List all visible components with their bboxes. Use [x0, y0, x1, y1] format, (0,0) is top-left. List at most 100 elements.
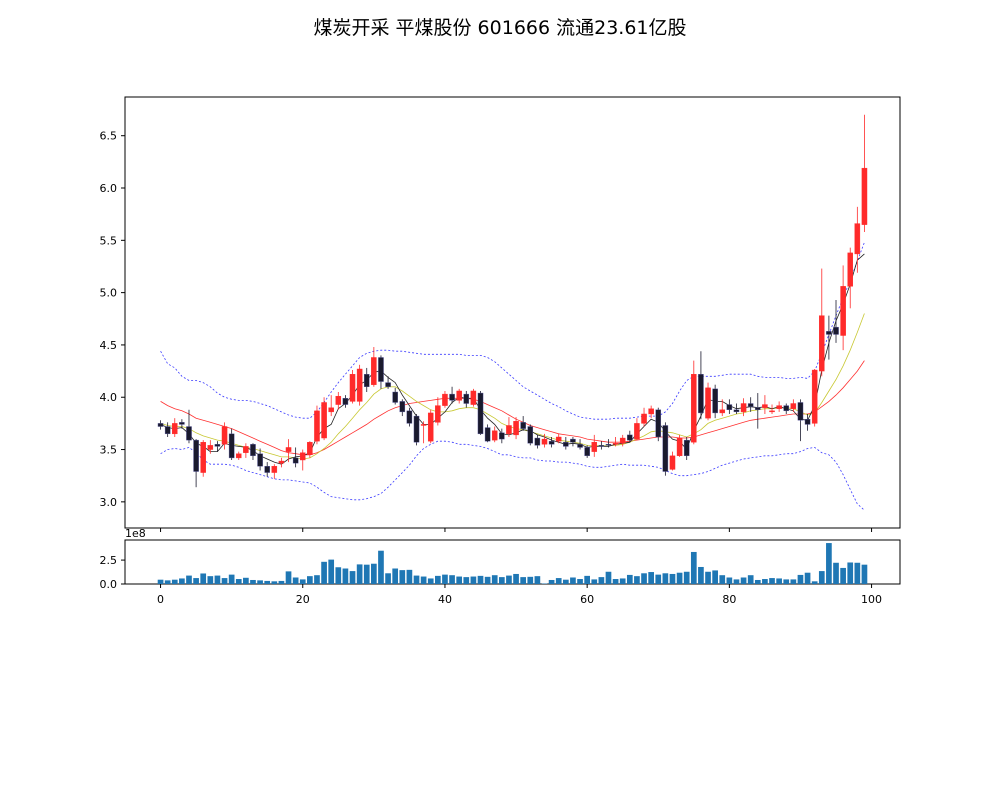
candle: [627, 430, 633, 443]
volume-bar: [385, 573, 391, 584]
volume-bar: [250, 579, 256, 584]
volume-x-tick-label: 100: [861, 593, 882, 606]
candle-body: [676, 437, 683, 457]
volume-bar: [641, 573, 647, 584]
volume-bar: [200, 573, 207, 584]
volume-bar: [264, 580, 271, 584]
candle-body: [328, 407, 334, 413]
candle: [719, 399, 726, 417]
candle-body: [719, 409, 726, 414]
volume-bar: [207, 576, 214, 584]
volume-bar: [605, 571, 612, 584]
chart-title: 煤炭开采 平煤股份 601666 流通23.61亿股: [313, 17, 686, 39]
ma-mid-line: [160, 313, 865, 460]
volume-bar: [527, 576, 534, 584]
candle-body: [221, 426, 228, 445]
candle-body: [527, 426, 534, 444]
candle-body: [534, 437, 541, 446]
candle: [413, 413, 420, 446]
candle: [641, 407, 647, 427]
candle-body: [385, 382, 391, 387]
candle: [328, 395, 334, 417]
volume-bar: [861, 564, 868, 584]
volume-bar: [470, 576, 477, 584]
candle: [826, 315, 832, 360]
candle: [314, 405, 320, 445]
candle-body: [570, 438, 576, 443]
candle-body: [236, 453, 242, 459]
ma-long-line: [160, 360, 865, 456]
candle-body: [470, 390, 477, 405]
candle: [378, 355, 384, 389]
candle: [648, 405, 654, 419]
candle-body: [371, 357, 377, 385]
volume-bar: [740, 577, 747, 584]
candle: [634, 418, 640, 441]
candle: [861, 114, 868, 232]
candle: [790, 399, 797, 412]
volume-bar: [826, 543, 832, 584]
volume-bar: [747, 575, 754, 584]
volume-bar: [498, 577, 505, 584]
candle: [513, 417, 519, 440]
candle: [257, 448, 263, 471]
volume-bar: [733, 579, 740, 584]
candle-body: [612, 443, 619, 445]
candle: [342, 395, 349, 408]
volume-bar: [278, 580, 285, 584]
candle-body: [584, 447, 590, 457]
bollinger-bands: [160, 242, 865, 511]
volume-bar: [811, 581, 818, 584]
candle: [584, 445, 590, 458]
volume-bar: [186, 575, 192, 584]
volume-bar: [371, 563, 377, 584]
candle: [392, 387, 398, 405]
candle: [157, 420, 164, 430]
candle: [619, 434, 626, 447]
candle: [406, 407, 413, 427]
volume-bar: [854, 562, 861, 584]
candle-body: [456, 390, 462, 401]
volume-bar: [513, 573, 519, 584]
volume-bar: [406, 569, 413, 584]
candle: [363, 367, 370, 393]
price-y-tick-label: 3.5: [100, 444, 118, 457]
candle-body: [563, 442, 569, 447]
candle: [527, 424, 534, 446]
volume-bar: [221, 578, 228, 584]
candle-body: [285, 447, 292, 452]
volume-bar: [676, 572, 683, 584]
candle-body: [413, 415, 420, 443]
volume-bar: [271, 581, 278, 584]
volume-bar: [335, 567, 342, 584]
candle: [371, 347, 377, 387]
volume-y-tick-label: 0.0: [100, 578, 118, 591]
volume-bar: [584, 575, 590, 584]
volume-bar: [328, 559, 335, 584]
price-y-tick-label: 5.5: [100, 234, 118, 247]
candle: [783, 403, 789, 414]
volume-bar: [683, 571, 690, 584]
candle: [811, 368, 818, 427]
volume-bar: [285, 571, 292, 584]
price-y-tick-label: 3.0: [100, 496, 118, 509]
candle: [691, 360, 697, 445]
candle: [243, 443, 249, 458]
volume-x-tick-label: 20: [296, 593, 310, 606]
volume-bar: [307, 576, 313, 584]
candle: [591, 434, 598, 457]
volume-bar: [719, 575, 726, 584]
candle: [264, 462, 270, 477]
moving-averages: [160, 253, 865, 465]
candle: [349, 370, 356, 404]
candle-body: [378, 357, 384, 382]
candle-body: [392, 391, 398, 403]
candle: [292, 447, 299, 468]
candle: [221, 422, 228, 450]
volume-bar: [314, 575, 320, 584]
candle-body: [769, 410, 775, 413]
volume-bar: [548, 579, 555, 584]
volume-bar: [292, 577, 299, 584]
volume-bar: [435, 575, 441, 584]
candle-body: [399, 401, 406, 413]
